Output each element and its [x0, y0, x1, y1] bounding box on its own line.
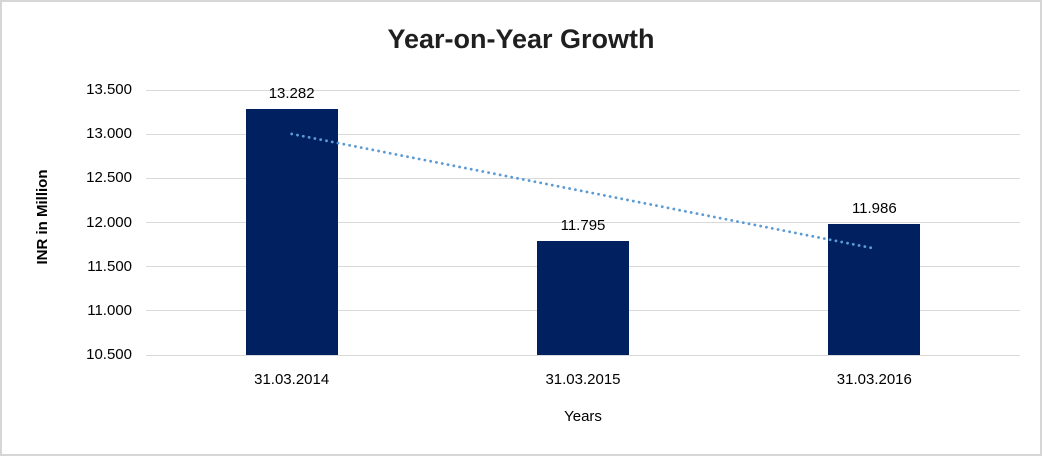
y-tick-label: 10.500 — [86, 346, 132, 363]
gridline — [146, 177, 1020, 179]
gridline — [146, 133, 1020, 135]
bar — [245, 109, 338, 355]
y-tick-label: 13.000 — [86, 125, 132, 143]
y-tick-label: 11.000 — [87, 301, 132, 319]
gridline — [146, 89, 1020, 91]
bar — [828, 223, 921, 355]
y-tick-label: 13.500 — [86, 81, 132, 98]
y-tick-label: 12.000 — [86, 213, 132, 231]
bar-value-label: 11.795 — [560, 216, 606, 234]
x-axis-title: Years — [564, 408, 602, 425]
chart-title: Year-on-Year Growth — [387, 24, 655, 54]
gridline — [146, 354, 1020, 356]
x-tick-label: 31.03.2014 — [254, 371, 330, 388]
x-tick-label: 31.03.2015 — [545, 371, 621, 388]
gridline — [146, 222, 1020, 223]
bar — [537, 240, 629, 355]
x-tick-label: 31.03.2016 — [836, 371, 912, 388]
trendline — [290, 132, 876, 250]
bar-value-label: 13.282 — [268, 85, 315, 103]
y-tick-label: 12.500 — [86, 169, 132, 187]
y-tick-label: 11.500 — [87, 257, 132, 275]
bar-value-label: 11.986 — [851, 199, 897, 217]
